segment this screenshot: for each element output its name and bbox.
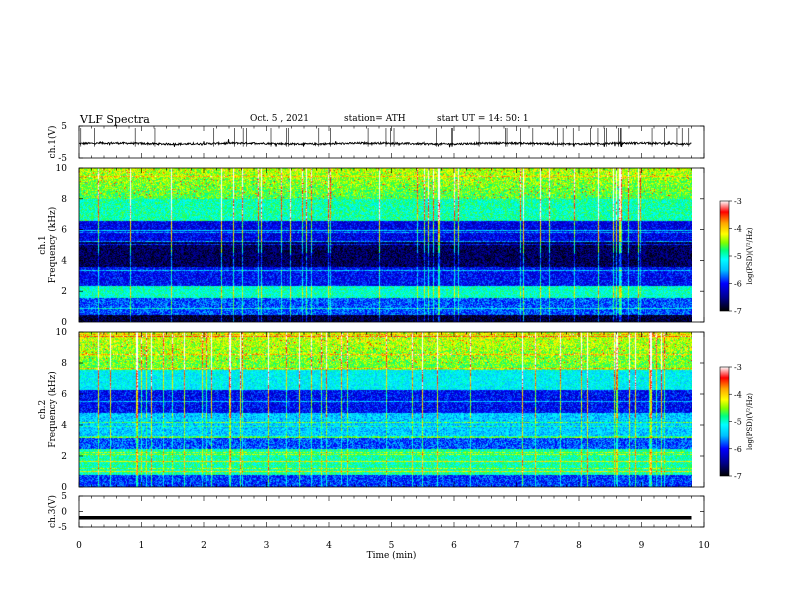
ch3-ylabel: ch.3(V): [47, 495, 58, 528]
y-tick-label: 8: [61, 359, 67, 369]
y-axis-label: Frequency (kHz): [47, 371, 58, 448]
y-tick-label: 10: [56, 164, 68, 174]
colorbar-tick-label: -4: [734, 225, 742, 234]
y-tick-label: 6: [61, 390, 67, 400]
chart-title: VLF Spectra: [80, 113, 150, 126]
ch1-spectrogram-panel: 0 2 4 6 8 10 ch.1 Frequency (kHz): [38, 164, 705, 328]
x-tick-label: 5: [389, 541, 395, 551]
y-tick-label: -5: [58, 523, 67, 533]
y-tick-label: 6: [61, 226, 67, 236]
ch1-ylabel: ch.1(V): [47, 126, 58, 159]
colorbar-tick-label: -6: [734, 280, 742, 289]
y-tick-label: 0: [61, 508, 67, 518]
y-tick-label: 4: [61, 256, 67, 266]
colorbar-tick-label: -3: [734, 197, 742, 206]
ch2-spec-image: [79, 332, 692, 487]
ch2-spec-ylabel: ch.2 Frequency (kHz): [38, 371, 58, 448]
colorbar-tick-label: -7: [734, 307, 742, 316]
colorbar-tick-label: -3: [734, 363, 742, 372]
colorbar-label: log(PSD)(V²/Hz): [746, 393, 754, 450]
y-tick-label: -5: [58, 154, 67, 164]
ch2-colorbar-label: log(PSD)(V²/Hz): [746, 393, 754, 450]
y-tick-label: 2: [61, 287, 67, 297]
ch2-colorbar: [719, 366, 730, 477]
y-tick-label: 5: [61, 492, 67, 502]
colorbar-tick-label: -7: [734, 472, 742, 481]
colorbar-tick-label: -5: [734, 252, 742, 261]
y-tick-label: 10: [56, 328, 68, 338]
y-tick-label: 0: [61, 483, 67, 493]
ch1-colorbar: [719, 200, 730, 312]
x-tick-label: 7: [514, 541, 520, 551]
x-tick-label: 1: [139, 541, 145, 551]
time-axis: 0 1 2 3 4 5 6 7 8 9 10 Time (min): [76, 541, 710, 561]
colorbar-tick-label: -4: [734, 390, 742, 399]
date-label: Oct. 5 , 2021: [250, 114, 309, 124]
ch3-waveform-panel: 5 0 -5ch.3(V): [47, 492, 705, 533]
ch1-colorbar-label: log(PSD)(V²/Hz): [746, 227, 754, 284]
station-label: station= ATH: [344, 114, 406, 124]
ch1-spec-ylabel: ch.1 Frequency (kHz): [38, 207, 58, 284]
x-tick-label: 6: [451, 541, 457, 551]
ch1-spec-image: [79, 168, 692, 322]
x-tick-label: 0: [76, 541, 82, 551]
colorbar-label: log(PSD)(V²/Hz): [746, 227, 754, 284]
x-tick-label: 4: [326, 541, 332, 551]
colorbar-tick-label: -6: [734, 445, 742, 454]
y-axis-label: ch.3(V): [47, 495, 58, 528]
ch1-waveform-line: [78, 139, 692, 148]
y-axis-label: ch.1: [38, 235, 48, 254]
x-tick-label: 10: [698, 541, 710, 551]
colorbars: -3 -4 -5 -6 -7 log(PSD)(V²/Hz) -3 -4 -5 -6 -7 log(P…: [719, 197, 754, 481]
y-tick-label: 8: [61, 195, 67, 205]
y-tick-label: 0: [61, 318, 67, 328]
x-tick-label: 3: [264, 541, 270, 551]
y-axis-label: Frequency (kHz): [47, 207, 58, 284]
x-tick-label: 2: [201, 541, 207, 551]
colorbar-tick-label: -5: [734, 418, 742, 427]
ch1-waveform-panel: 5 -5ch.1(V): [47, 122, 705, 164]
x-axis-label: Time (min): [367, 550, 417, 561]
start-time-label: start UT = 14: 50: 1: [437, 114, 529, 124]
y-tick-label: 4: [61, 421, 67, 431]
y-tick-label: 5: [61, 122, 67, 132]
x-tick-label: 8: [576, 541, 582, 551]
ch2-spectrogram-panel: 0 2 4 6 8 10 ch.2 Frequency (kHz): [38, 328, 705, 493]
y-axis-label: ch.1(V): [47, 126, 58, 159]
y-tick-label: 2: [61, 452, 67, 462]
y-axis-label: ch.2: [38, 400, 48, 419]
x-tick-label: 9: [639, 541, 645, 551]
